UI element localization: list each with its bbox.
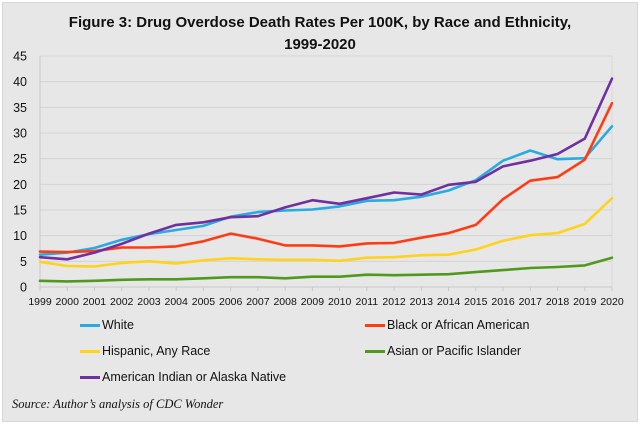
- x-tick-label: 2015: [464, 296, 488, 308]
- source-note: Source: Author’s analysis of CDC Wonder: [12, 397, 224, 411]
- series-line-asian-or-pacific-islander: [38, 256, 614, 283]
- y-tick-label: 5: [20, 255, 27, 269]
- series-line-white: [38, 125, 614, 256]
- legend-swatch-hispanic: [80, 349, 100, 353]
- x-tick-label: 2003: [137, 296, 161, 308]
- y-tick-label: 40: [13, 75, 27, 89]
- y-tick-label: 20: [13, 178, 27, 192]
- x-tick-label: 2012: [382, 296, 406, 308]
- legend-swatch-asian: [365, 349, 385, 353]
- legend-item-asian: Asian or Pacific Islander: [365, 344, 521, 358]
- legend-item-american-indian: American Indian or Alaska Native: [80, 370, 286, 384]
- y-tick-label: 15: [13, 204, 27, 218]
- y-tick-label: 25: [13, 152, 27, 166]
- series-line-hispanic-any-race: [38, 196, 614, 268]
- legend-label-american-indian: American Indian or Alaska Native: [102, 370, 287, 384]
- chart-title-line-1: Figure 3: Drug Overdose Death Rates Per …: [68, 14, 572, 31]
- x-tick-label: 2013: [410, 296, 434, 308]
- series-line-american-indian-or-alaska-native: [38, 77, 614, 261]
- legend-swatch-american-indian: [80, 375, 100, 379]
- x-tick-label: 2018: [546, 296, 570, 308]
- x-tick-label: 2016: [491, 296, 515, 308]
- series-line-black-or-african-american: [38, 101, 614, 254]
- legend-label-asian: Asian or Pacific Islander: [387, 344, 522, 358]
- x-tick-label: 2000: [56, 296, 80, 308]
- legend-label-black: Black or African American: [387, 318, 530, 332]
- chart-title-line-2: 1999-2020: [284, 36, 356, 53]
- legend-item-black: Black or African American: [365, 318, 529, 332]
- x-tick-label: 2017: [519, 296, 543, 308]
- x-tick-label: 2001: [83, 296, 107, 308]
- x-tick-label: 2014: [437, 296, 461, 308]
- x-tick-label: 2008: [273, 296, 297, 308]
- x-tick-label: 2006: [219, 296, 243, 308]
- y-tick-label: 10: [13, 229, 27, 243]
- legend-label-white: White: [102, 318, 134, 332]
- legend-swatch-white: [80, 323, 100, 327]
- legend-label-hispanic: Hispanic, Any Race: [102, 344, 211, 358]
- y-tick-label: 30: [13, 127, 27, 141]
- y-tick-label: 0: [20, 281, 27, 295]
- x-tick-label: 2011: [356, 296, 379, 308]
- y-tick-label: 45: [13, 50, 27, 64]
- x-tick-label: 2009: [301, 296, 325, 308]
- x-tick-label: 2002: [110, 296, 134, 308]
- x-tick-label: 2005: [192, 296, 216, 308]
- x-tick-label: 2019: [573, 296, 597, 308]
- x-tick-label: 1999: [28, 296, 52, 308]
- x-tick-label: 2010: [328, 296, 352, 308]
- chart-title: Figure 3: Drug Overdose Death Rates Per …: [0, 12, 640, 56]
- legend-item-white: White: [80, 318, 134, 332]
- x-tick-label: 2020: [600, 296, 624, 308]
- x-tick-label: 2004: [165, 296, 189, 308]
- legend-swatch-black: [365, 323, 385, 327]
- x-tick-label: 2007: [246, 296, 270, 308]
- legend-item-hispanic: Hispanic, Any Race: [80, 344, 210, 358]
- y-tick-label: 35: [13, 101, 27, 115]
